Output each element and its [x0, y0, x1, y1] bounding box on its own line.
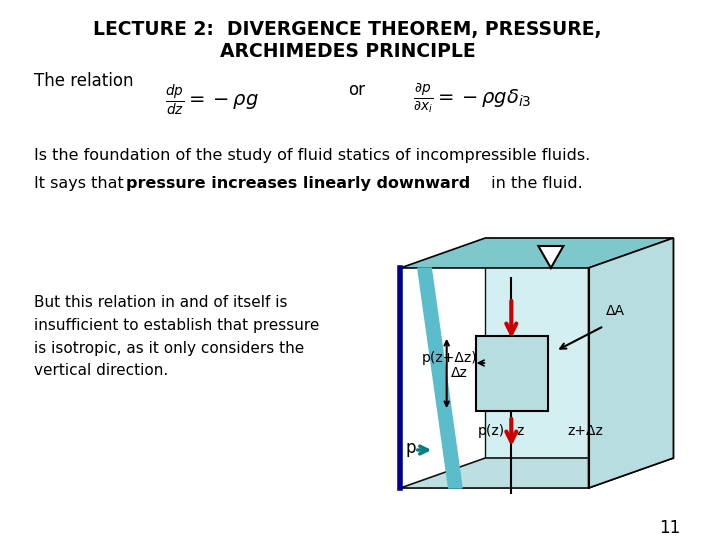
Text: $\frac{\partial p}{\partial x_i} = -\rho g \delta_{i3}$: $\frac{\partial p}{\partial x_i} = -\rho… — [413, 82, 532, 116]
Text: p: p — [405, 439, 415, 457]
Text: z: z — [516, 424, 523, 438]
Polygon shape — [400, 268, 588, 488]
Text: z+Δz: z+Δz — [567, 424, 603, 438]
Text: ARCHIMEDES PRINCIPLE: ARCHIMEDES PRINCIPLE — [220, 42, 475, 61]
Polygon shape — [400, 238, 673, 268]
Polygon shape — [476, 336, 548, 411]
Text: in the fluid.: in the fluid. — [486, 176, 583, 191]
Polygon shape — [485, 238, 673, 458]
Text: Δz: Δz — [451, 366, 467, 380]
Text: LECTURE 2:  DIVERGENCE THEOREM, PRESSURE,: LECTURE 2: DIVERGENCE THEOREM, PRESSURE, — [93, 20, 602, 39]
Text: Is the foundation of the study of fluid statics of incompressible fluids.: Is the foundation of the study of fluid … — [34, 148, 590, 163]
Polygon shape — [418, 268, 462, 488]
Text: The relation: The relation — [34, 72, 133, 90]
Text: p(z+Δz): p(z+Δz) — [422, 351, 477, 365]
Polygon shape — [539, 246, 564, 268]
Text: It says that: It says that — [34, 176, 129, 191]
Polygon shape — [400, 458, 673, 488]
Text: or: or — [348, 81, 366, 99]
Text: ΔA: ΔA — [606, 304, 625, 318]
Text: pressure increases linearly downward: pressure increases linearly downward — [127, 176, 471, 191]
Text: 11: 11 — [659, 519, 680, 537]
Polygon shape — [588, 238, 673, 488]
Text: But this relation in and of itself is
insufficient to establish that pressure
is: But this relation in and of itself is in… — [34, 295, 319, 379]
Text: p(z): p(z) — [477, 424, 505, 438]
Text: $\frac{dp}{dz} = -\rho g$: $\frac{dp}{dz} = -\rho g$ — [166, 82, 259, 117]
